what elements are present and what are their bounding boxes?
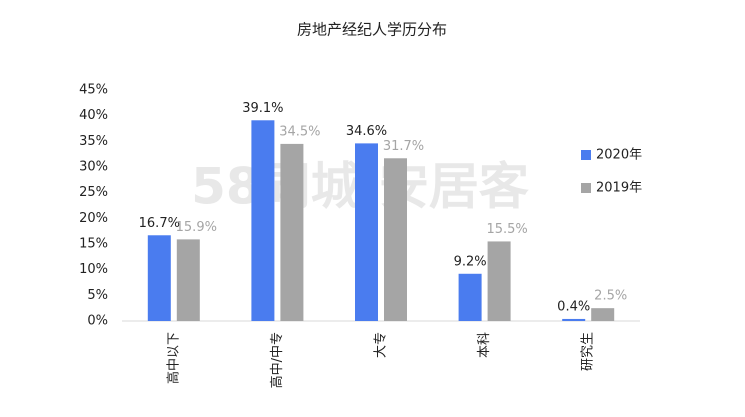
x-tick-label: 高中以下	[165, 332, 181, 384]
y-tick-label: 30%	[79, 160, 108, 175]
value-label: 15.5%	[486, 222, 527, 237]
value-label: 9.2%	[454, 254, 487, 269]
bar	[280, 143, 304, 321]
value-label: 39.1%	[242, 101, 283, 116]
x-tick-label: 高中/中专	[269, 332, 285, 388]
y-tick-label: 0%	[87, 314, 108, 329]
y-tick-label: 5%	[87, 288, 108, 303]
y-tick-label: 40%	[79, 108, 108, 123]
value-label: 16.7%	[139, 216, 180, 231]
value-label: 34.6%	[346, 124, 387, 139]
chart-title: 房地产经纪人学历分布	[297, 21, 447, 39]
bar	[355, 143, 378, 321]
y-tick-label: 35%	[79, 134, 108, 149]
y-tick-label: 25%	[79, 185, 108, 200]
value-label: 15.9%	[176, 220, 217, 235]
y-tick-label: 15%	[79, 237, 108, 252]
y-tick-label: 45%	[79, 83, 108, 98]
value-label: 0.4%	[557, 299, 590, 314]
value-label: 31.7%	[383, 139, 424, 154]
value-label: 34.5%	[279, 124, 320, 139]
y-tick-label: 10%	[79, 262, 108, 277]
legend-swatch	[581, 183, 591, 193]
bar	[458, 273, 482, 321]
value-label: 2.5%	[594, 289, 627, 304]
legend-label: 2020年	[596, 148, 642, 163]
bar	[487, 241, 511, 321]
bar	[251, 120, 275, 321]
bar	[591, 308, 615, 321]
bar	[562, 318, 586, 321]
legend-label: 2019年	[596, 181, 642, 196]
y-tick-label: 20%	[79, 211, 108, 226]
bar	[176, 239, 200, 321]
x-tick-label: 大专	[374, 332, 389, 358]
x-tick-label: 本科	[477, 332, 492, 358]
bar	[147, 235, 171, 321]
legend-swatch	[581, 150, 591, 160]
x-tick-label: 研究生	[581, 332, 596, 371]
bar	[384, 158, 407, 321]
